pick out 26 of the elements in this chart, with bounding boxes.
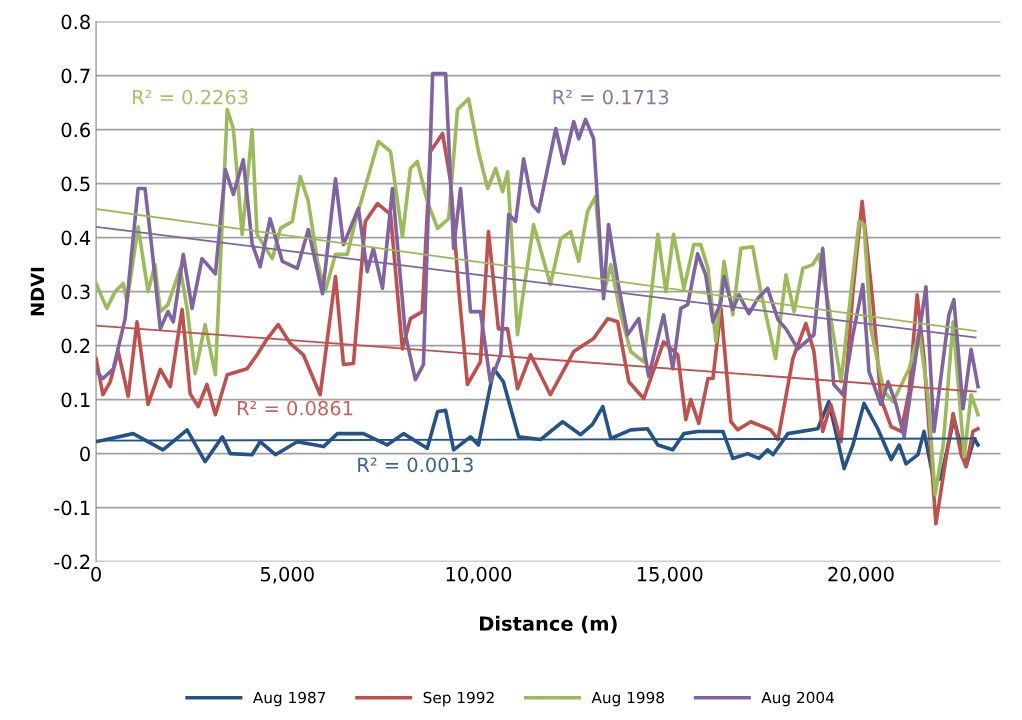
x-tick-label: 0 [91,566,101,582]
annotation: R² = 0.1713 [553,89,669,105]
y-tick-label: 0.6 [61,122,90,138]
legend-label: Aug 1987 [252,691,326,707]
x-tick-label: 15,000 [637,566,703,584]
y-tick-label: 0.7 [61,68,90,84]
legend-label: Aug 1998 [591,691,664,707]
annotation: R² = 0.0013 [358,457,473,473]
y-axis-title: NDVI [30,267,44,316]
y-tick-label: 0.3 [61,284,90,300]
annotation: R² = 0.2263 [133,89,248,105]
y-tick-label: 0.8 [61,14,90,30]
x-tick-label: 20,000 [828,566,894,584]
y-tick-label: 0.1 [61,392,90,408]
legend-label: Aug 2004 [761,691,834,707]
y-tick-label: 0.5 [61,176,90,192]
y-tick-label: -0.2 [54,554,90,570]
x-tick-label: 10,000 [446,566,512,584]
y-tick-label: 0.2 [61,338,90,354]
x-tick-label: 5,000 [260,566,314,584]
annotation: R² = 0.0861 [237,400,353,416]
legend-label: Sep 1992 [423,691,494,707]
y-tick-label: -0.1 [54,500,90,516]
y-tick-label: 0.4 [61,230,91,246]
x-axis-title: Distance (m) [480,615,617,634]
y-tick-label: 0 [80,446,90,462]
